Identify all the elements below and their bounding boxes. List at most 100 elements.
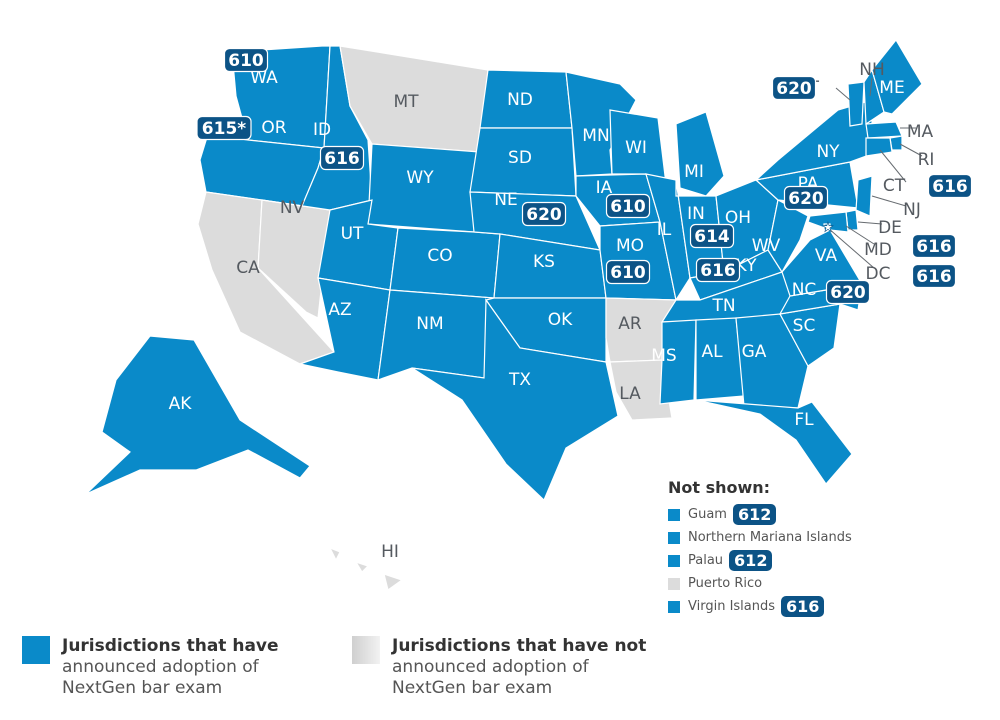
legend-heading-adopted: Jurisdictions that have	[62, 636, 279, 656]
score-badge-bg	[825, 279, 871, 305]
legend-line3-not-adopted: NextGen bar exam	[392, 678, 553, 698]
state-label-wa: WA	[250, 68, 278, 88]
score-badge-bg	[223, 47, 269, 73]
state-label-ar: AR	[618, 314, 642, 334]
state-label-ca: CA	[236, 258, 260, 278]
score-badge-bg	[605, 259, 651, 285]
legend-text-adopted: Jurisdictions that have announced adopti…	[62, 636, 279, 699]
leader-line-ct	[879, 149, 907, 183]
state-il	[645, 173, 691, 302]
not-shown-badge: 612	[729, 550, 773, 571]
state-label-ms: MS	[651, 346, 676, 366]
state-label-in: IN	[687, 204, 705, 224]
score-badge-value: 620	[776, 79, 812, 99]
state-label-oh: OH	[725, 208, 751, 228]
score-badge-value: 610	[610, 197, 646, 217]
state-ak	[85, 335, 311, 495]
leader-line-de	[857, 221, 883, 225]
state-mn	[565, 71, 637, 177]
state-label-or: OR	[261, 118, 286, 138]
not-shown-list: Guam 612 Northern Mariana Islands Palau 612 P…	[668, 503, 908, 618]
not-shown-name: Puerto Rico	[688, 576, 763, 591]
not-shown-swatch	[668, 531, 680, 544]
legend-line3-adopted: NextGen bar exam	[62, 678, 223, 698]
not-shown-badge: 616	[781, 596, 825, 617]
not-shown-item: Virgin Islands 616	[668, 595, 908, 618]
score-badge-value: 616	[916, 267, 952, 287]
state-label-la: LA	[619, 384, 641, 404]
state-me	[871, 38, 923, 115]
score-badge-bg	[911, 233, 957, 259]
score-badge-value: 610	[228, 51, 264, 71]
state-label-wy: WY	[406, 168, 434, 188]
not-shown-panel: Not shown: Guam 612 Northern Mariana Islan…	[668, 478, 908, 618]
not-shown-item: Palau 612	[668, 549, 908, 572]
state-label-hi: HI	[381, 542, 399, 562]
not-shown-badge: 612	[732, 504, 777, 525]
state-label-wv: WV	[752, 236, 781, 256]
state-label-nh: NH	[859, 60, 885, 80]
state-fl	[695, 399, 853, 485]
legend-swatch-not-adopted	[352, 636, 380, 664]
state-va	[781, 229, 863, 297]
state-label-ga: GA	[742, 342, 767, 362]
state-nm	[377, 289, 495, 381]
score-badge-value: 615*	[202, 119, 246, 139]
state-label-wi: WI	[625, 138, 647, 158]
score-badge-bg	[695, 257, 741, 283]
not-shown-swatch	[668, 508, 680, 521]
state-label-mt: MT	[393, 92, 419, 112]
not-shown-name: Palau	[688, 553, 724, 568]
state-mi	[675, 111, 725, 197]
state-label-mi: MI	[684, 162, 704, 182]
state-label-az: AZ	[328, 300, 351, 320]
state-label-ne: NE	[494, 190, 517, 210]
score-badge-bg	[771, 75, 817, 101]
score-badge-mo: 610	[605, 259, 651, 285]
leader-line-dc	[827, 227, 875, 269]
score-badge-pa: 620	[783, 185, 829, 211]
score-badge-value: 620	[526, 205, 562, 225]
legend-line2-not-adopted: announced adoption of	[392, 657, 589, 677]
state-label-ky: KY	[736, 256, 758, 276]
state-label-sc: SC	[793, 316, 816, 336]
state-label-nd: ND	[507, 90, 533, 110]
score-badge-bg	[605, 193, 651, 219]
state-label-fl: FL	[794, 410, 814, 430]
score-badge-ia: 610	[605, 193, 651, 219]
state-wy	[367, 143, 481, 233]
score-badge-id: 616	[319, 145, 365, 171]
score-badge-bg	[783, 185, 829, 211]
legend-line2-adopted: announced adoption of	[62, 657, 259, 677]
legend-adopted: Jurisdictions that have announced adopti…	[22, 636, 279, 699]
legend-text-not-adopted: Jurisdictions that have not announced ad…	[392, 636, 646, 699]
state-tx	[411, 298, 619, 502]
score-badge-in: 614	[689, 223, 735, 249]
state-label-de: DE	[878, 218, 902, 238]
state-label-ks: KS	[533, 252, 555, 272]
legend-not-adopted: Jurisdictions that have not announced ad…	[352, 636, 646, 699]
score-badge-value: 616	[932, 177, 968, 197]
state-label-al: AL	[701, 342, 723, 362]
not-shown-item: Northern Mariana Islands	[668, 526, 908, 549]
state-label-tx: TX	[508, 370, 531, 390]
score-badge-md: 616	[911, 233, 957, 259]
state-label-ma: MA	[907, 122, 934, 142]
state-label-ut: UT	[341, 224, 364, 244]
not-shown-name: Guam	[688, 507, 727, 522]
state-label-mn: MN	[582, 126, 609, 146]
state-label-va: VA	[815, 246, 838, 266]
state-ms	[659, 319, 697, 405]
score-badge-value: 616	[324, 149, 360, 169]
score-badge-dc: 616	[911, 263, 957, 289]
score-badge-vt: 620	[771, 75, 817, 101]
state-label-md: MD	[864, 240, 892, 260]
state-label-ny: NY	[816, 142, 840, 162]
state-label-ia: IA	[596, 178, 613, 198]
score-badge-bg	[521, 201, 567, 227]
not-shown-swatch	[668, 600, 680, 613]
score-badge-value: 620	[788, 189, 824, 209]
state-hi	[328, 546, 404, 592]
state-label-ak: AK	[169, 394, 193, 414]
state-label-sd: SD	[508, 148, 532, 168]
